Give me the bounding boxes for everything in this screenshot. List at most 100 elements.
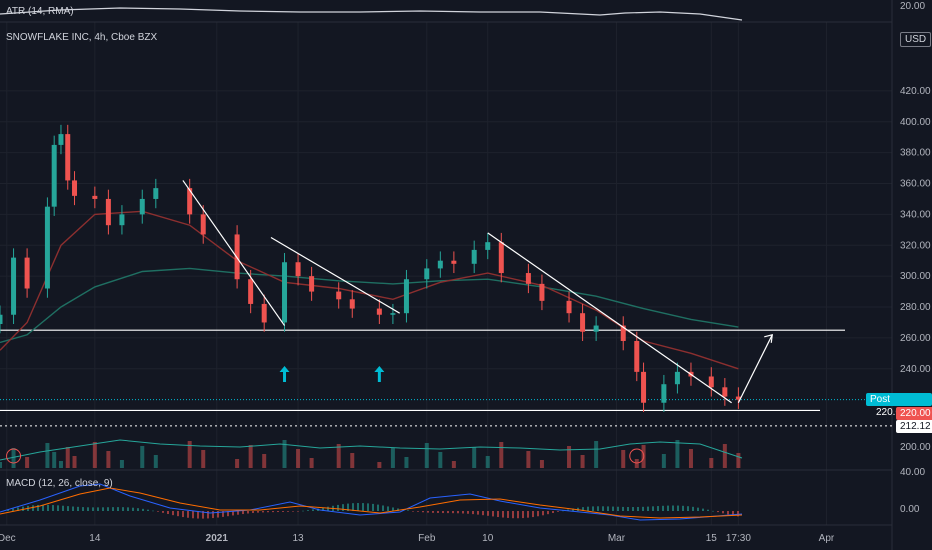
volume-bar <box>499 442 504 468</box>
macd-histogram-bar <box>632 507 634 511</box>
candle-body <box>200 214 206 235</box>
macd-histogram-bar <box>87 507 89 511</box>
candle-body <box>722 387 728 397</box>
macd-line <box>0 483 743 521</box>
macd-histogram-bar <box>162 511 164 513</box>
macd-histogram-bar <box>567 509 569 511</box>
macd-histogram-bar <box>267 511 269 513</box>
atr-line <box>0 7 743 21</box>
macd-histogram-bar <box>287 511 289 512</box>
macd-histogram-bar <box>627 507 629 511</box>
macd-histogram-bar <box>677 505 679 511</box>
trendline <box>182 180 286 326</box>
macd-histogram-bar <box>587 506 589 511</box>
macd-histogram-bar <box>642 506 644 511</box>
volume-bar <box>262 454 267 468</box>
candle-body <box>593 325 599 332</box>
candle-body <box>72 180 78 196</box>
candle-body <box>735 396 741 400</box>
macd-histogram-bar <box>327 506 329 511</box>
macd-histogram-bar <box>582 507 584 511</box>
volume-tick: 200.00 <box>900 442 931 453</box>
macd-histogram-bar <box>657 506 659 511</box>
x-tick-label: Apr <box>819 533 835 544</box>
macd-histogram-bar <box>442 511 444 514</box>
macd-histogram-bar <box>297 511 299 512</box>
volume-bar <box>153 455 158 468</box>
macd-histogram-bar <box>72 506 74 511</box>
macd-histogram-bar <box>732 511 734 516</box>
macd-histogram-bar <box>542 511 544 516</box>
trendline <box>270 237 400 314</box>
volume-bar <box>438 452 443 468</box>
candle-body <box>92 195 98 199</box>
macd-histogram-bar <box>7 509 9 511</box>
y-tick-label: 400.00 <box>900 117 931 128</box>
macd-histogram-bar <box>702 508 704 511</box>
volume-bar <box>248 445 253 468</box>
macd-histogram-bar <box>427 511 429 513</box>
post-badge: Post 220.00 <box>866 393 932 418</box>
macd-histogram-bar <box>537 511 539 517</box>
last-price-badge: 220.00 <box>896 407 932 420</box>
macd-histogram-bar <box>22 506 24 511</box>
macd-histogram-bar <box>127 507 129 511</box>
instrument-title[interactable]: SNOWFLAKE INC, 4h, Cboe BZX <box>6 32 158 43</box>
macd-histogram-bar <box>182 511 184 518</box>
x-tick-label: 13 <box>293 533 305 544</box>
x-tick-label: 15 <box>706 533 718 544</box>
macd-histogram-bar <box>167 511 169 515</box>
macd-histogram-bar <box>502 511 504 518</box>
macd-histogram-bar <box>122 507 124 511</box>
volume-bar <box>567 446 572 468</box>
macd-histogram-bar <box>97 507 99 511</box>
macd-histogram-bar <box>47 504 49 511</box>
macd-histogram-bar <box>422 511 424 513</box>
candle-body <box>403 279 409 314</box>
post-value: 220.00 <box>876 407 907 418</box>
macd-histogram-bar <box>527 511 529 518</box>
volume-bar <box>377 462 382 468</box>
macd-legend[interactable]: MACD (12, 26, close, 9) <box>6 478 113 489</box>
volume-bars <box>0 440 741 468</box>
macd-histogram-bar <box>307 510 309 511</box>
candle-body <box>641 371 647 403</box>
candle-body <box>634 340 640 372</box>
grid-lines <box>0 22 892 525</box>
support-arrow-head-icon <box>374 366 385 372</box>
macd-histogram-bar <box>717 511 719 513</box>
volume-bar <box>45 443 50 468</box>
macd-histogram-bar <box>337 504 339 511</box>
candle-body <box>51 144 57 207</box>
macd-histogram-bar <box>202 511 204 519</box>
macd-histogram-bar <box>247 511 249 514</box>
macd-histogram-bar <box>62 505 64 511</box>
macd-histogram-bar <box>157 511 159 512</box>
macd-tick-zero: 0.00 <box>900 504 920 515</box>
candle-body <box>620 325 626 341</box>
candle-body <box>539 283 545 301</box>
macd-histogram-bar <box>637 506 639 511</box>
x-tick-label: 17:30 <box>726 533 751 544</box>
currency-badge[interactable]: USD <box>900 32 932 47</box>
macd-histogram-bar <box>572 508 574 511</box>
macd-histogram-bar <box>712 510 714 512</box>
macd-histogram-bar <box>92 507 94 511</box>
macd-histogram-bar <box>347 503 349 511</box>
macd-histogram-bar <box>707 509 709 511</box>
candle-body <box>485 242 491 250</box>
macd-histogram-bar <box>522 511 524 519</box>
volume-bar <box>526 451 531 468</box>
candle-body <box>498 242 504 274</box>
volume-bar <box>336 444 341 468</box>
candle-body <box>336 291 342 300</box>
atr-legend[interactable]: ATR (14, RMA) <box>6 6 74 17</box>
volume-bar <box>11 448 16 468</box>
macd-histogram-bar <box>617 506 619 511</box>
volume-bar <box>65 447 70 468</box>
candle-body <box>105 198 111 226</box>
y-tick-label: 420.00 <box>900 86 931 97</box>
volume-bar <box>661 454 666 468</box>
volume-bar <box>187 441 192 468</box>
